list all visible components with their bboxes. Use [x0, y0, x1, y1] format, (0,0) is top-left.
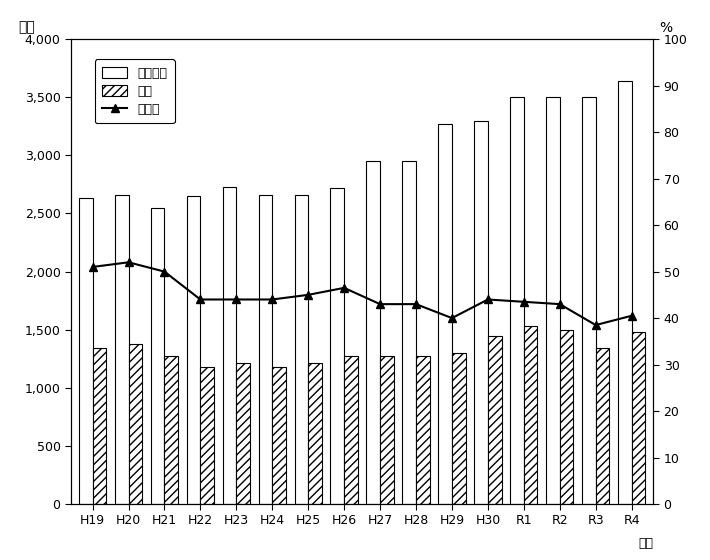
Bar — [380, 356, 394, 504]
Text: 年度: 年度 — [638, 536, 653, 549]
Bar — [151, 208, 165, 504]
Text: 億円: 億円 — [18, 21, 36, 35]
Bar — [79, 198, 92, 504]
構成比 — [555, 301, 564, 307]
Bar — [272, 367, 286, 504]
Bar — [330, 188, 344, 504]
構成比 — [520, 298, 528, 305]
Bar — [344, 356, 358, 504]
Bar — [438, 124, 452, 504]
Bar — [452, 353, 466, 504]
Bar — [559, 330, 574, 504]
Bar — [129, 344, 142, 504]
Bar — [510, 97, 524, 504]
構成比 — [304, 291, 312, 298]
Bar — [308, 363, 322, 504]
Bar — [632, 332, 645, 504]
Bar — [488, 335, 501, 504]
Bar — [115, 195, 129, 504]
Bar — [223, 187, 236, 504]
構成比 — [448, 315, 457, 321]
構成比 — [124, 259, 133, 265]
Bar — [187, 196, 200, 504]
Bar — [92, 348, 106, 504]
構成比 — [376, 301, 384, 307]
Legend: 歳入総額, 市税, 構成比: 歳入総額, 市税, 構成比 — [94, 59, 175, 123]
Bar — [618, 81, 632, 504]
構成比 — [268, 296, 276, 303]
Bar — [596, 348, 609, 504]
Bar — [200, 367, 214, 504]
構成比 — [591, 321, 600, 328]
Text: %: % — [659, 21, 672, 35]
Bar — [524, 326, 537, 504]
構成比 — [196, 296, 204, 303]
構成比 — [340, 284, 349, 291]
Bar — [258, 195, 272, 504]
Bar — [295, 195, 308, 504]
構成比 — [88, 264, 97, 270]
Bar — [546, 97, 559, 504]
Bar — [236, 363, 250, 504]
Bar — [582, 97, 596, 504]
構成比 — [484, 296, 492, 303]
構成比 — [232, 296, 241, 303]
Line: 構成比: 構成比 — [89, 258, 635, 329]
構成比 — [628, 312, 636, 319]
構成比 — [412, 301, 420, 307]
Bar — [165, 356, 178, 504]
Bar — [403, 161, 416, 504]
Bar — [416, 356, 430, 504]
構成比 — [160, 268, 169, 275]
Bar — [366, 161, 380, 504]
Bar — [474, 120, 488, 504]
